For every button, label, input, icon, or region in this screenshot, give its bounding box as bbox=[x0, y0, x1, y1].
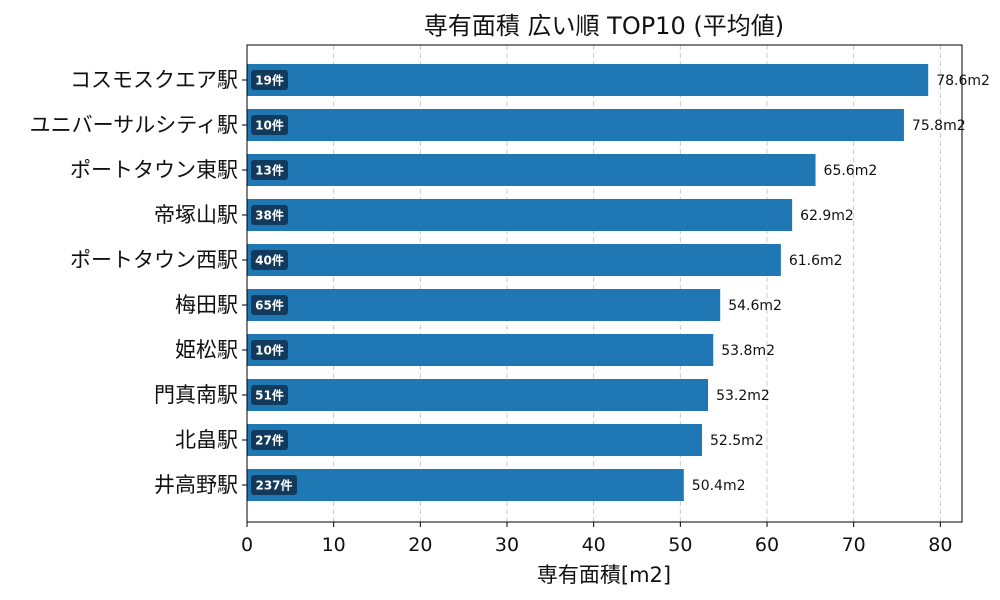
x-tick-label: 80 bbox=[928, 534, 952, 556]
count-badge bbox=[251, 430, 288, 450]
bars: 19件 78.6m2 10件 75.8m2 13件 65.6m2 38件 62.9m2 40件 6… bbox=[247, 64, 990, 501]
count-label: 65件 bbox=[255, 298, 284, 313]
count-label: 10件 bbox=[255, 343, 284, 358]
category-label: 門真南駅 bbox=[154, 383, 238, 407]
count-badge bbox=[251, 340, 288, 360]
category-label: 姫松駅 bbox=[175, 338, 238, 362]
count-badge bbox=[251, 115, 288, 135]
count-badge bbox=[251, 160, 288, 180]
category-label: 帝塚山駅 bbox=[154, 203, 238, 227]
count-label: 40件 bbox=[255, 253, 284, 268]
value-label: 53.8m2 bbox=[721, 343, 775, 359]
count-label: 13件 bbox=[255, 163, 284, 178]
bar bbox=[247, 64, 929, 96]
x-tick-label: 30 bbox=[495, 534, 519, 556]
x-tick-label: 50 bbox=[668, 534, 692, 556]
count-badge bbox=[251, 295, 288, 315]
count-label: 51件 bbox=[255, 388, 284, 403]
y-axis-labels: コスモスクエア駅ユニバーサルシティ駅ポートタウン東駅帝塚山駅ポートタウン西駅梅田… bbox=[30, 68, 247, 497]
plot-frame bbox=[246, 44, 963, 523]
x-tick-label: 20 bbox=[408, 534, 432, 556]
bar bbox=[247, 424, 702, 456]
category-label: 北畠駅 bbox=[175, 428, 238, 452]
x-tick-label: 40 bbox=[582, 534, 606, 556]
bar bbox=[247, 289, 721, 321]
value-label: 53.2m2 bbox=[716, 388, 770, 404]
x-tick-label: 60 bbox=[755, 534, 779, 556]
value-label: 78.6m2 bbox=[936, 73, 990, 89]
bar bbox=[247, 154, 816, 186]
bar bbox=[247, 244, 781, 276]
bar bbox=[247, 109, 904, 141]
value-label: 65.6m2 bbox=[824, 163, 878, 179]
x-tick-label: 10 bbox=[322, 534, 346, 556]
value-label: 52.5m2 bbox=[710, 433, 764, 449]
count-badge bbox=[251, 385, 288, 405]
count-badge bbox=[251, 205, 288, 225]
x-axis-ticks: 0 10 20 30 40 50 60 70 80 bbox=[241, 522, 952, 556]
category-label: コスモスクエア駅 bbox=[70, 68, 238, 92]
category-label: ポートタウン西駅 bbox=[70, 248, 238, 272]
value-label: 62.9m2 bbox=[800, 208, 854, 224]
count-badge bbox=[251, 70, 288, 90]
value-label: 75.8m2 bbox=[912, 118, 966, 134]
chart-title: 専有面積 広い順 TOP10 (平均値) bbox=[424, 12, 784, 40]
category-label: ユニバーサルシティ駅 bbox=[30, 113, 238, 137]
bar bbox=[247, 199, 793, 231]
category-label: 梅田駅 bbox=[175, 293, 238, 317]
bar bbox=[247, 469, 684, 501]
count-label: 237件 bbox=[255, 478, 292, 493]
value-label: 61.6m2 bbox=[789, 253, 843, 269]
count-label: 19件 bbox=[255, 73, 284, 88]
count-badge bbox=[251, 250, 288, 270]
count-badge bbox=[251, 475, 297, 495]
value-label: 50.4m2 bbox=[692, 478, 746, 494]
count-label: 38件 bbox=[255, 208, 284, 223]
x-tick-label: 70 bbox=[842, 534, 866, 556]
category-label: ポートタウン東駅 bbox=[70, 158, 238, 182]
count-label: 10件 bbox=[255, 118, 284, 133]
bar bbox=[247, 379, 709, 411]
category-label: 井高野駅 bbox=[154, 473, 238, 497]
x-tick-label: 0 bbox=[241, 534, 253, 556]
x-axis-label: 専有面積[m2] bbox=[537, 563, 671, 587]
value-label: 54.6m2 bbox=[728, 298, 782, 314]
count-label: 27件 bbox=[255, 433, 284, 448]
bar bbox=[247, 334, 714, 366]
